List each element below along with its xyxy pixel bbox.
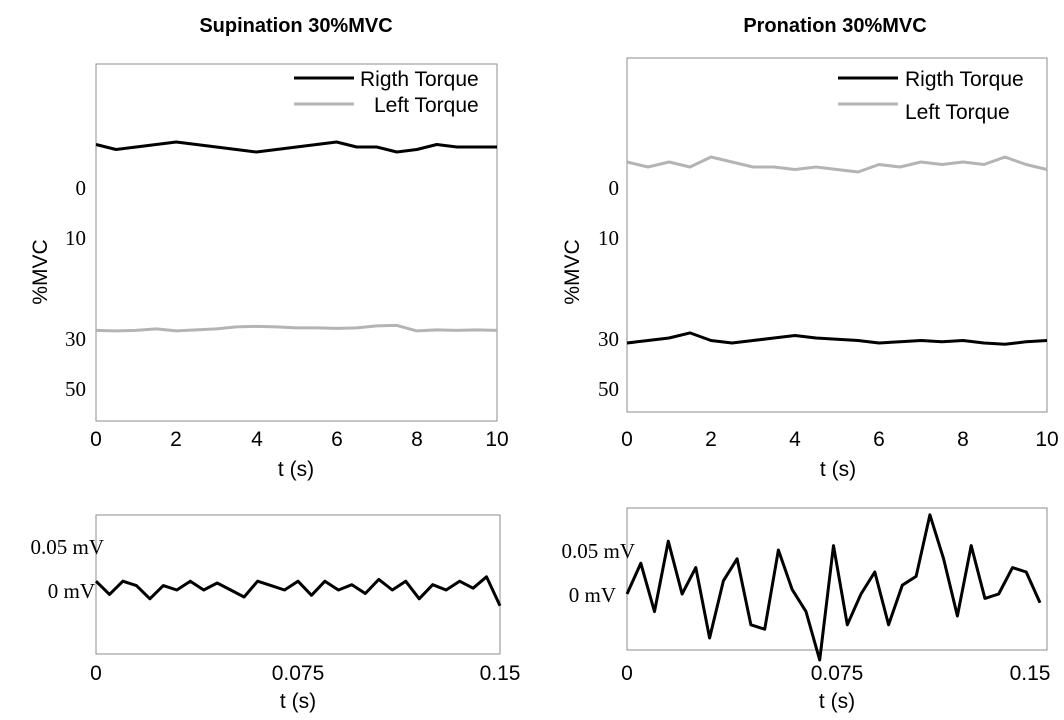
plot-area-pronation <box>626 155 1048 346</box>
panel-emg-supination: 0.05 mV 0 mV 0 0.075 0.15 t (s) <box>31 514 521 713</box>
y-tick-label: 0 <box>609 176 620 200</box>
panel-pronation: Pronation 30%MVC Rigth Torque Left Torqu… <box>561 15 1059 481</box>
series-line-left-torque <box>95 323 498 333</box>
series-line-rigth-torque <box>95 140 497 154</box>
x-tick-label: 4 <box>789 428 801 451</box>
y-tick-label: 30 <box>598 327 619 351</box>
x-tick-label: 0 <box>621 428 633 451</box>
y-tick-label: 10 <box>65 226 86 250</box>
x-tick-label: 2 <box>170 428 182 451</box>
y-tick-label: 30 <box>65 327 86 351</box>
x-axis-label-supination: t (s) <box>278 458 314 481</box>
x-tick-label: 8 <box>957 428 969 451</box>
y-axis-label-supination: %MVC <box>29 239 52 304</box>
plot-frame-emg-supination <box>95 514 501 655</box>
legend-label-left-torque: Left Torque <box>905 101 1010 124</box>
x-tick-label: 10 <box>1035 428 1058 451</box>
y-tick-label: 50 <box>65 377 86 401</box>
x-tick-label: 0.15 <box>480 662 521 685</box>
x-tick-label: 0.15 <box>1010 662 1051 685</box>
y-tick-label: 10 <box>598 226 619 250</box>
x-tick-label: 6 <box>331 428 343 451</box>
x-tick-label: 2 <box>705 428 717 451</box>
y-tick-label: 0 mV <box>48 579 95 603</box>
y-tick-label: 0.05 mV <box>562 539 636 563</box>
legend-supination: Rigth Torque Left Torque <box>294 68 479 117</box>
x-tick-label: 0 <box>90 662 102 685</box>
plot-area-emg-supination <box>94 575 502 607</box>
x-axis-label-pronation: t (s) <box>820 458 856 481</box>
chart-title-supination: Supination 30%MVC <box>199 15 392 37</box>
x-tick-label: 0 <box>621 662 633 685</box>
series-line-emg <box>94 575 502 607</box>
series-line-left-torque <box>626 155 1048 174</box>
y-tick-label: 0 <box>76 176 87 200</box>
panel-supination: Supination 30%MVC Rigth Torque Left Torq… <box>29 15 509 481</box>
chart-title-pronation: Pronation 30%MVC <box>743 15 926 37</box>
plot-area-emg-pronation <box>625 513 1042 662</box>
x-axis-label-emg-pronation: t (s) <box>819 690 855 713</box>
legend-label-left-torque: Left Torque <box>374 94 479 117</box>
x-tick-label: 0.075 <box>811 662 864 685</box>
y-tick-label: 0.05 mV <box>31 535 105 559</box>
y-tick-label: 0 mV <box>569 583 616 607</box>
legend-pronation: Rigth Torque Left Torque <box>838 68 1024 124</box>
x-tick-label: 6 <box>873 428 885 451</box>
x-tick-label: 10 <box>485 428 508 451</box>
panel-emg-pronation: 0.05 mV 0 mV 0 0.075 0.15 t (s) <box>562 507 1051 713</box>
series-line-emg <box>625 513 1042 662</box>
y-tick-label: 50 <box>598 377 619 401</box>
series-line-rigth-torque <box>626 331 1048 346</box>
x-tick-label: 4 <box>251 428 263 451</box>
plot-area-supination <box>95 140 498 333</box>
x-tick-label: 8 <box>411 428 423 451</box>
plot-frame-pronation <box>626 57 1048 413</box>
legend-label-right-torque: Rigth Torque <box>905 68 1024 91</box>
plot-frame-emg-pronation <box>626 507 1048 651</box>
x-tick-label: 0.075 <box>272 662 325 685</box>
x-axis-label-emg-supination: t (s) <box>280 690 316 713</box>
plot-frame-supination <box>95 63 498 422</box>
y-axis-label-pronation: %MVC <box>561 239 584 304</box>
x-tick-label: 0 <box>90 428 102 451</box>
legend-label-right-torque: Rigth Torque <box>360 68 479 91</box>
